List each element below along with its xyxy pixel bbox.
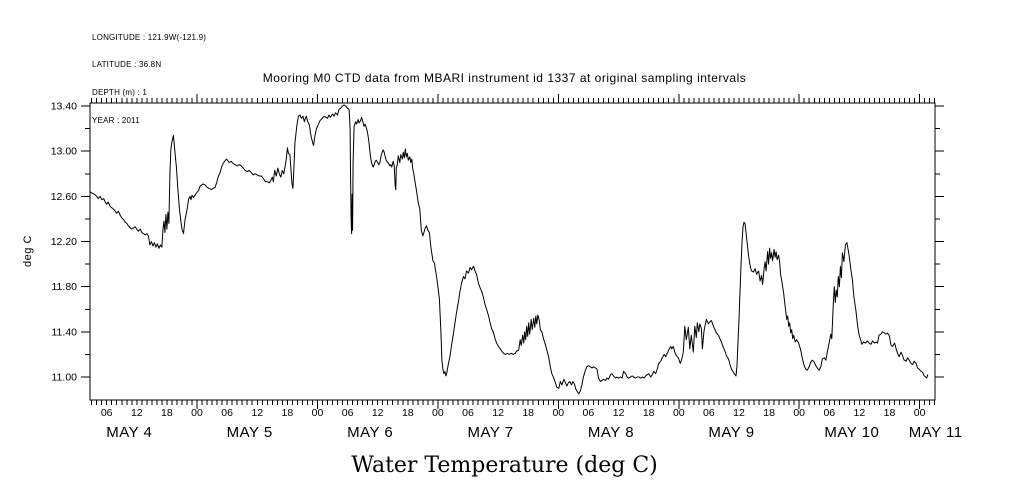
temp-tick-label: 11.40 bbox=[52, 326, 78, 338]
x-axis-title: Water Temperature (deg C) bbox=[351, 453, 658, 478]
plot-border bbox=[89, 102, 936, 401]
temperature-line bbox=[89, 104, 929, 395]
year-label: YEAR : 2011 bbox=[92, 116, 140, 126]
hour-tick-label: 06 bbox=[221, 407, 233, 419]
day-tick-label: MAY 7 bbox=[468, 424, 514, 441]
hour-tick-label: 00 bbox=[432, 407, 444, 419]
x-axis-ticks bbox=[91, 94, 936, 409]
hour-tick-label: 18 bbox=[161, 407, 173, 419]
temp-tick-label: 11.00 bbox=[52, 372, 78, 384]
x-axis-day-labels: MAY 4 MAY 5 MAY 6 MAY 7 MAY 8 MAY 9 MAY 10 MAY … bbox=[106, 424, 962, 441]
hour-tick-label: 06 bbox=[342, 407, 354, 419]
day-tick-label: MAY 8 bbox=[588, 424, 634, 441]
hour-tick-label: 06 bbox=[462, 407, 474, 419]
hour-tick-label: 12 bbox=[131, 407, 143, 419]
temp-tick-label: 12.20 bbox=[51, 236, 77, 248]
hour-tick-label: 06 bbox=[583, 407, 595, 419]
hour-tick-label: 00 bbox=[312, 407, 324, 419]
day-tick-label: MAY 11 bbox=[909, 424, 963, 441]
temp-tick-label: 11.80 bbox=[52, 281, 78, 293]
hour-tick-label: 18 bbox=[522, 407, 534, 419]
hour-tick-label: 00 bbox=[793, 407, 805, 419]
day-tick-label: MAY 10 bbox=[824, 424, 879, 441]
temp-tick-label: 12.60 bbox=[51, 191, 77, 203]
hour-tick-label: 00 bbox=[552, 407, 564, 419]
depth-label: DEPTH (m) : 1 bbox=[92, 88, 148, 98]
hour-tick-label: 12 bbox=[854, 407, 866, 419]
hour-tick-label: 06 bbox=[101, 407, 113, 419]
day-tick-label: MAY 5 bbox=[227, 424, 273, 441]
hour-tick-label: 06 bbox=[703, 407, 715, 419]
temp-tick-label: 13.40 bbox=[51, 101, 77, 113]
day-tick-label: MAY 9 bbox=[708, 424, 754, 441]
latitude-label: LATITUDE : 36.8N bbox=[92, 60, 162, 70]
temp-tick-label: 13.00 bbox=[51, 146, 77, 158]
hour-tick-label: 12 bbox=[251, 407, 263, 419]
hour-tick-label: 18 bbox=[763, 407, 775, 419]
day-tick-label: MAY 6 bbox=[347, 424, 393, 441]
hour-tick-label: 06 bbox=[823, 407, 835, 419]
hour-tick-label: 12 bbox=[492, 407, 504, 419]
hour-tick-label: 18 bbox=[884, 407, 896, 419]
y-axis-tick-labels: 11.00 11.40 11.80 12.20 12.60 13.00 13.40 bbox=[51, 101, 77, 384]
longitude-label: LONGITUDE : 121.9W(-121.9) bbox=[92, 32, 207, 42]
hour-tick-label: 00 bbox=[914, 407, 926, 419]
hour-tick-label: 12 bbox=[733, 407, 745, 419]
hour-tick-label: 00 bbox=[191, 407, 203, 419]
hour-tick-label: 18 bbox=[282, 407, 294, 419]
hour-tick-label: 18 bbox=[402, 407, 414, 419]
header-info: LONGITUDE : 121.9W(-121.9) LATITUDE : 36… bbox=[92, 14, 206, 144]
hour-tick-label: 00 bbox=[673, 407, 685, 419]
chart-title: Mooring M0 CTD data from MBARI instrumen… bbox=[262, 71, 747, 85]
hour-tick-label: 12 bbox=[372, 407, 384, 419]
hour-tick-label: 18 bbox=[643, 407, 655, 419]
y-axis-ticks bbox=[81, 105, 944, 378]
day-tick-label: MAY 4 bbox=[106, 424, 152, 441]
hour-tick-label: 12 bbox=[613, 407, 625, 419]
x-axis-hour-labels: 06 12 18 00 06 12 18 00 06 12 18 00 06 12 18 00 06 12 18 00… bbox=[101, 407, 926, 419]
